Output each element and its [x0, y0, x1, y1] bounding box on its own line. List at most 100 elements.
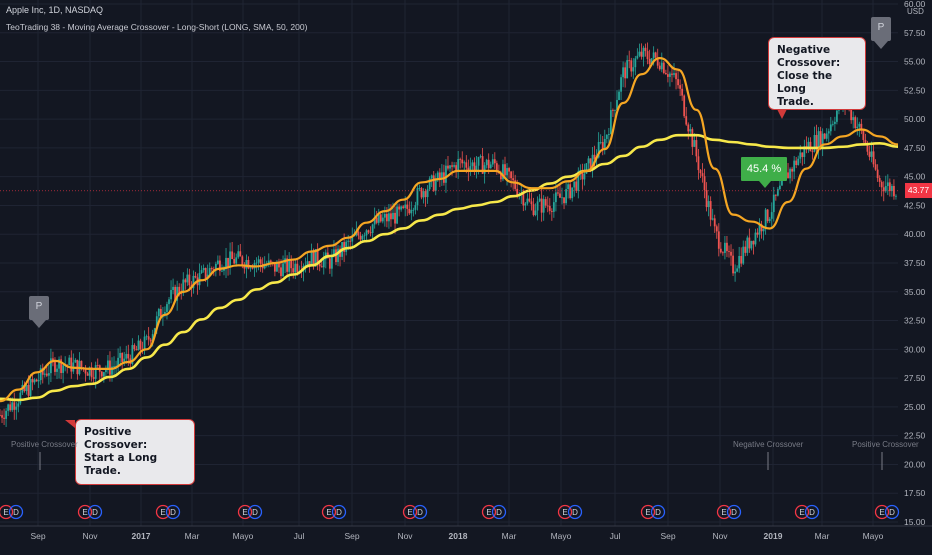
candle-body: [721, 252, 724, 254]
dividend-letter: D: [336, 508, 342, 517]
negative-callout-line4: Trade.: [777, 96, 814, 108]
candle-body: [579, 169, 582, 172]
y-tick-label: 17.50: [904, 488, 926, 498]
candle-body: [732, 255, 734, 274]
candle-body: [793, 160, 796, 172]
candle-body: [247, 259, 250, 269]
dividend-event-icon: [884, 504, 900, 520]
earnings-event-icon: [237, 504, 253, 520]
candle-body: [890, 185, 893, 192]
candle-body: [526, 198, 529, 204]
candle-body: [829, 124, 832, 132]
candle-body: [320, 266, 323, 268]
candle-body: [609, 110, 612, 134]
x-tick-label: Mayo: [233, 531, 254, 541]
dividend-event-icon: [650, 504, 666, 520]
candle-body: [697, 156, 700, 171]
candle-body: [703, 176, 706, 191]
candle-body: [7, 404, 10, 411]
candle-body: [508, 168, 510, 172]
negative-callout-line2: Crossover:: [777, 57, 841, 69]
earnings-event-icon: [557, 504, 573, 520]
strategy-legend[interactable]: TeoTrading 38 - Moving Average Crossover…: [6, 22, 308, 32]
candle-body: [74, 359, 77, 363]
negative-callout-line1: Negative: [777, 44, 831, 56]
candle-body: [426, 189, 429, 198]
candle-body: [738, 255, 741, 269]
candle-body: [369, 232, 372, 234]
candle-body: [876, 169, 879, 179]
candle-body: [483, 165, 486, 174]
dividend-letter: D: [92, 508, 98, 517]
candle-body: [27, 384, 30, 396]
candle-body: [404, 204, 407, 208]
candle-body: [591, 154, 594, 171]
candle-body: [542, 199, 545, 213]
earnings-letter: E: [326, 508, 331, 517]
y-tick-label: 35.00: [904, 287, 926, 297]
candle-body: [730, 251, 732, 256]
x-tick-label: Sep: [344, 531, 359, 541]
candle-body: [583, 173, 586, 180]
dividend-event-icon: [804, 504, 820, 520]
candle-body: [147, 336, 150, 340]
candle-body: [235, 257, 238, 264]
x-tick-label: Sep: [30, 531, 45, 541]
candle-body: [662, 62, 665, 74]
candle-body: [667, 74, 669, 77]
candle-body: [485, 159, 488, 166]
candle-body: [412, 209, 415, 211]
candle-body: [618, 91, 620, 101]
position-marker-1[interactable]: P: [29, 296, 49, 328]
y-tick-label: 47.50: [904, 143, 926, 153]
earnings-event-icon: [794, 504, 810, 520]
candle-body: [249, 267, 252, 269]
candle-body: [650, 58, 653, 64]
candle-body: [0, 414, 1, 416]
candle-body: [416, 188, 419, 206]
candle-body: [833, 121, 836, 124]
earnings-letter: E: [721, 508, 726, 517]
y-tick-label: 60.00: [904, 0, 926, 9]
candle-body: [744, 246, 747, 253]
candle-body: [506, 168, 508, 176]
candle-body: [550, 210, 553, 212]
candle-body: [314, 249, 317, 267]
candle-body: [107, 360, 109, 370]
candle-body: [660, 62, 663, 70]
earnings-letter: E: [82, 508, 87, 517]
candle-body: [516, 188, 519, 197]
x-tick-label: Mar: [185, 531, 200, 541]
candle-body: [736, 268, 739, 272]
candle-body: [467, 167, 470, 172]
candle-body: [402, 206, 405, 208]
candle-body: [294, 263, 297, 273]
candle-body: [605, 134, 608, 139]
position-marker-2[interactable]: P: [871, 17, 891, 49]
candle-body: [35, 379, 38, 382]
candle-body: [719, 248, 722, 253]
candle-body: [634, 58, 637, 68]
candle-body: [465, 162, 468, 168]
signal-label-negative: Negative Crossover: [733, 440, 804, 449]
candle-body: [33, 379, 36, 383]
candle-body: [815, 134, 818, 150]
candle-body: [587, 158, 590, 164]
candle-body: [296, 263, 299, 272]
candle-body: [481, 156, 484, 174]
candle-body: [383, 213, 386, 218]
dividend-event-icon: [567, 504, 583, 520]
y-tick-label: 37.50: [904, 258, 926, 268]
candle-body: [418, 188, 421, 189]
candle-body: [432, 175, 435, 191]
x-tick-label: Jul: [294, 531, 305, 541]
candle-body: [11, 402, 14, 411]
candle-body: [854, 117, 857, 129]
candle-body: [479, 156, 482, 158]
candle-body: [813, 134, 816, 152]
candle-body: [176, 286, 179, 301]
candle-body: [388, 213, 390, 222]
candle-body: [13, 402, 16, 410]
candle-body: [459, 159, 462, 160]
candle-body: [457, 159, 460, 172]
